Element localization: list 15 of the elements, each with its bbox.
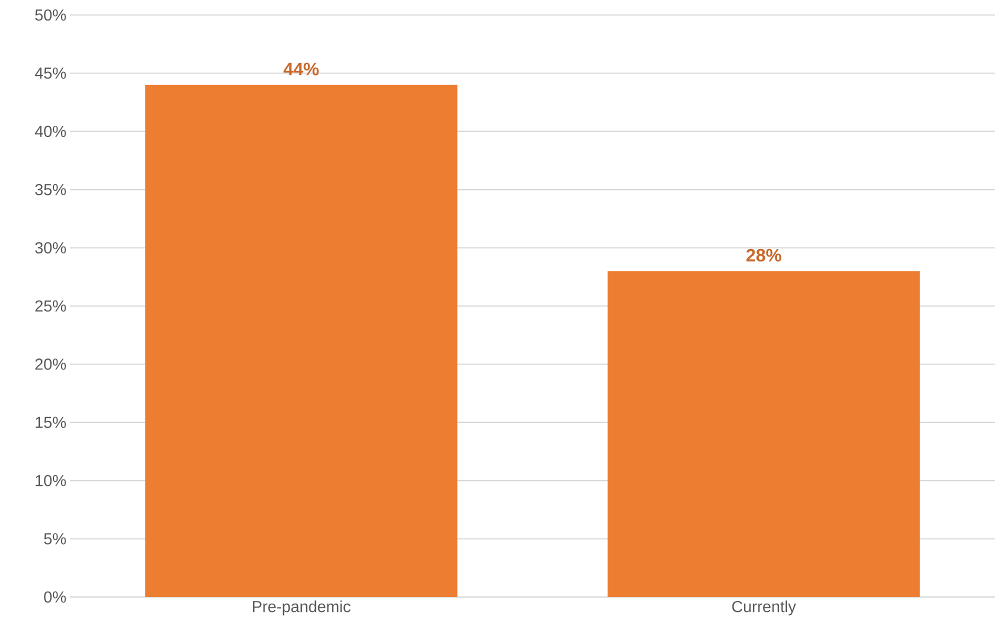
y-tick-label: 40% [34,126,66,138]
x-tick-label: Currently [732,600,796,616]
y-tick-label: 15% [36,416,66,428]
y-tick-label: 20% [35,358,66,370]
y-tick-label: 25% [35,300,66,312]
y-tick-label: 50% [35,9,66,21]
y-tick-label: 35% [35,184,66,196]
y-tick-label: 30% [35,242,66,254]
y-tick-label: 5% [44,533,66,544]
data-label: 44% [284,62,319,76]
data-label: 28% [746,248,782,262]
y-tick-label: 45% [34,68,66,79]
y-tick-label: 10% [36,474,66,486]
x-tick-label: Pre-pandemic [252,600,350,616]
y-tick-label: 0% [44,591,66,603]
